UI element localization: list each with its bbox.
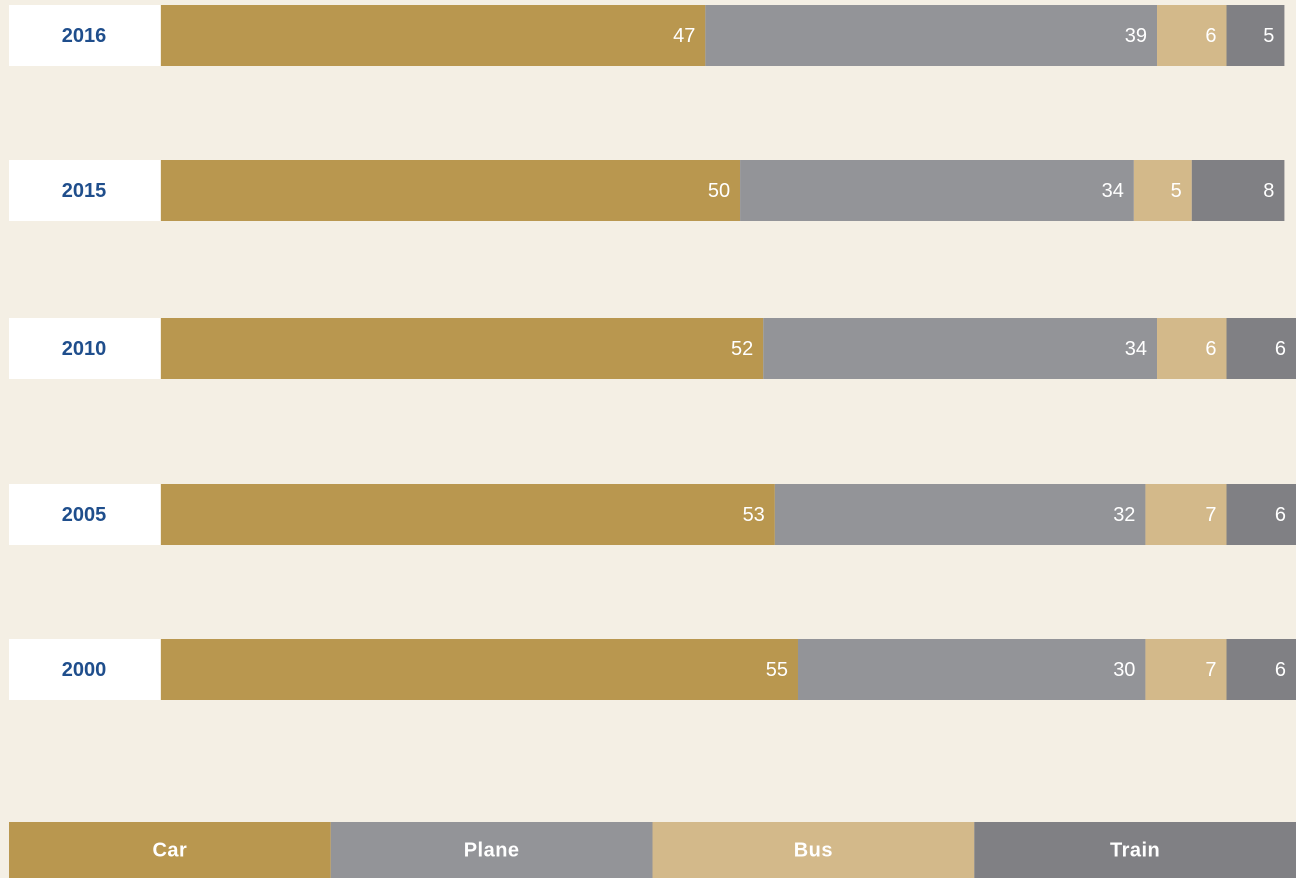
data-label: 6: [1275, 659, 1286, 681]
data-label: 55: [766, 659, 788, 681]
bar-segment: [774, 484, 1146, 545]
legend-swatch: [330, 822, 653, 878]
data-label: 34: [1125, 338, 1147, 360]
data-label: 8: [1263, 180, 1274, 202]
data-label: 5: [1171, 180, 1182, 202]
data-label: 6: [1275, 504, 1286, 526]
data-label: 34: [1102, 180, 1124, 202]
legend-label: Bus: [794, 839, 833, 861]
legend-swatch: [9, 822, 331, 878]
legend-swatch: [974, 822, 1296, 878]
bar-segment: [1226, 639, 1296, 700]
bar-segment: [1191, 160, 1285, 221]
bar-segment: [161, 5, 706, 66]
data-label: 47: [673, 25, 695, 47]
data-label: 7: [1205, 504, 1216, 526]
bar-segment: [797, 639, 1146, 700]
year-box: [9, 5, 160, 66]
bar-segment: [1226, 318, 1296, 379]
year-box: [9, 484, 160, 545]
data-label: 32: [1113, 504, 1135, 526]
legend-swatch: [652, 822, 975, 878]
y-tick-label: 2000: [62, 659, 107, 681]
data-label: 30: [1113, 659, 1135, 681]
bar-segment: [1157, 318, 1227, 379]
bar-segment: [705, 5, 1158, 66]
year-box: [9, 160, 160, 221]
bar-segment: [1145, 639, 1227, 700]
data-label: 50: [708, 180, 730, 202]
y-tick-label: 2015: [62, 180, 107, 202]
bar-segment: [161, 484, 775, 545]
data-label: 6: [1205, 338, 1216, 360]
bar-segment: [1133, 160, 1192, 221]
bar-segment: [161, 160, 741, 221]
y-tick-label: 2005: [62, 504, 107, 526]
year-box: [9, 639, 160, 700]
data-label: 5: [1263, 25, 1274, 47]
bar-segment: [161, 318, 764, 379]
y-tick-label: 2010: [62, 338, 107, 360]
data-label: 52: [731, 338, 753, 360]
data-label: 39: [1125, 25, 1147, 47]
legend-label: Train: [1110, 839, 1160, 861]
data-label: 6: [1275, 338, 1286, 360]
legend-label: Plane: [464, 839, 520, 861]
data-label: 7: [1205, 659, 1216, 681]
bar-segment: [1226, 484, 1296, 545]
data-label: 6: [1205, 25, 1216, 47]
year-box: [9, 318, 160, 379]
bar-segment: [1157, 5, 1227, 66]
bar-segment: [1145, 484, 1227, 545]
legend-label: Car: [152, 839, 187, 861]
bar-segment: [763, 318, 1158, 379]
bar-segment: [161, 639, 798, 700]
bar-segment: [740, 160, 1134, 221]
data-label: 53: [743, 504, 765, 526]
y-tick-label: 2016: [62, 25, 107, 47]
bar-segment: [1226, 5, 1285, 66]
